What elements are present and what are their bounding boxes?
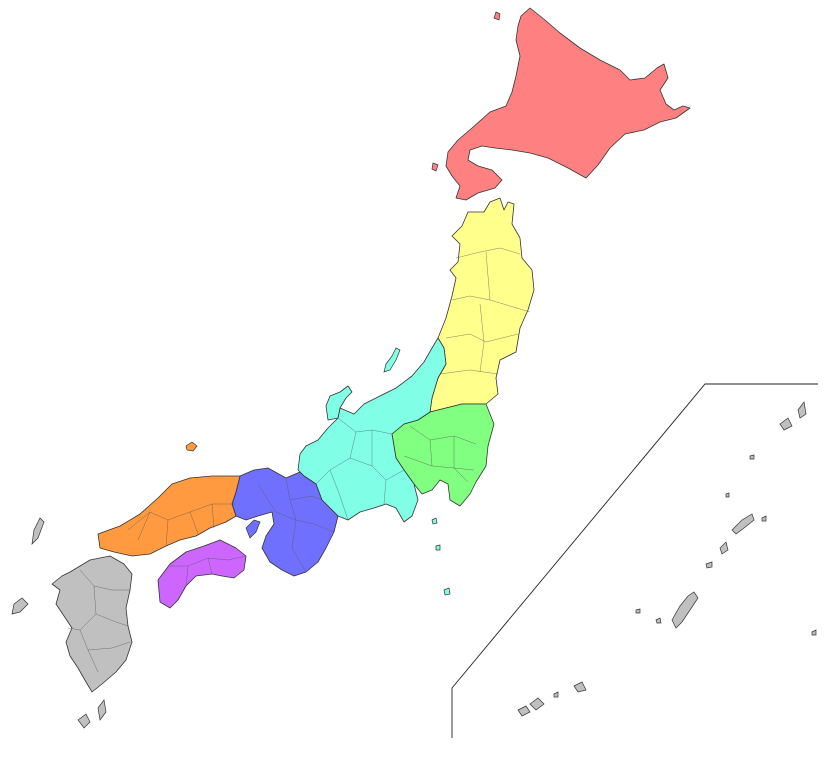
goto-islands: [11, 597, 29, 615]
hokkaido-shape[interactable]: [445, 7, 691, 201]
okushiri-islet: [431, 162, 439, 172]
tohoku-prefecture-borders: [439, 247, 531, 375]
tsushima-island: [31, 517, 45, 545]
oki-islands: [185, 441, 198, 452]
tohoku-shape[interactable]: [429, 197, 535, 413]
region-hokkaido[interactable]: [431, 7, 691, 201]
yakuchi-islet-1: [779, 417, 793, 431]
small-islet-3: [761, 515, 767, 522]
small-islet-6: [725, 492, 730, 498]
region-kansai[interactable]: [231, 467, 339, 577]
miyako-island: [573, 681, 587, 693]
region-tohoku[interactable]: [429, 197, 535, 413]
awaji-island: [245, 519, 261, 539]
izu-islands: [431, 517, 451, 596]
shikoku-prefecture-borders: [170, 555, 247, 587]
region-chubu[interactable]: [297, 337, 447, 523]
yakushima-island: [77, 713, 91, 729]
rishiri-islet: [493, 11, 501, 21]
shikoku-shape[interactable]: [157, 539, 247, 609]
okinawa-inset-border: [451, 383, 818, 738]
small-islet-2: [635, 608, 641, 614]
izu-islet-2: [435, 544, 441, 551]
okinawa-main-island: [671, 591, 699, 629]
kanto-prefecture-borders: [403, 425, 477, 483]
region-shikoku[interactable]: [157, 539, 247, 609]
chugoku-shape[interactable]: [97, 475, 241, 557]
kansai-prefecture-borders: [257, 477, 335, 573]
small-islet-1: [655, 617, 662, 624]
region-kyushu[interactable]: [11, 517, 133, 729]
okinawa-islands: [517, 401, 817, 717]
ishigaki-island: [517, 705, 531, 717]
sado-island: [383, 347, 401, 373]
izu-islet-3: [443, 587, 451, 596]
iriomote-island: [529, 697, 545, 711]
kyushu-prefecture-borders: [67, 569, 131, 673]
chugoku-prefecture-borders: [127, 503, 236, 547]
small-islet-5: [749, 454, 755, 460]
yakuchi-islet-2: [797, 401, 807, 419]
tokunoshima-island: [719, 541, 729, 555]
region-chugoku[interactable]: [97, 441, 241, 557]
izu-islet-1: [431, 517, 438, 525]
amami-island: [731, 513, 755, 535]
okinoerabu-island: [705, 561, 713, 569]
kyushu-shape[interactable]: [51, 555, 133, 693]
tanegashima-island: [97, 699, 107, 721]
small-islet-4: [811, 629, 817, 636]
small-islet-7: [553, 691, 559, 698]
noto-peninsula[interactable]: [325, 385, 353, 421]
chubu-prefecture-borders: [315, 417, 405, 521]
